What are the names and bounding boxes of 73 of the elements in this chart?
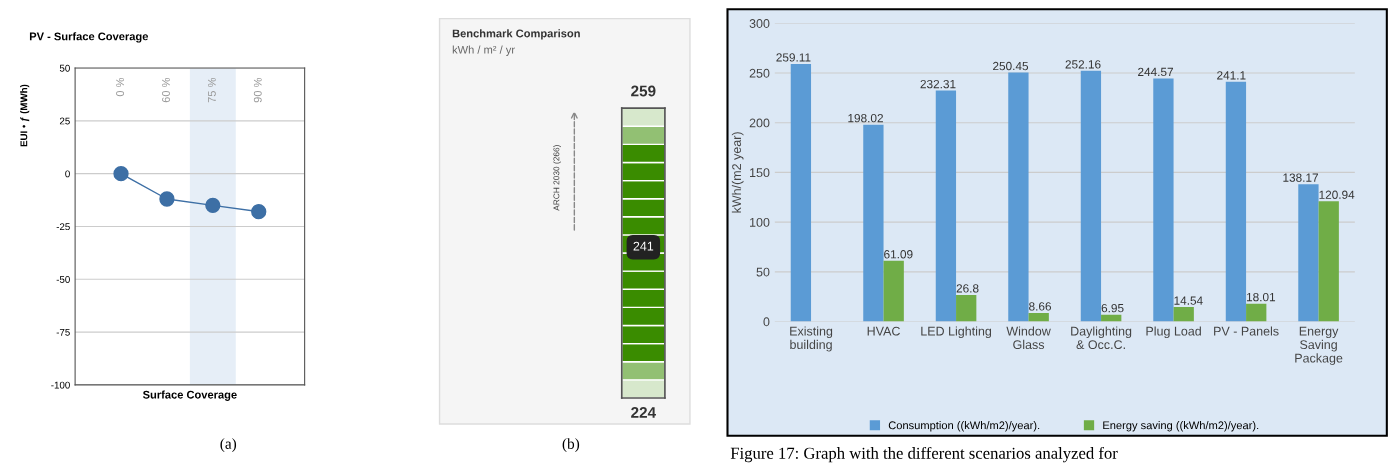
text: Benchmark Comparison: [452, 29, 580, 40]
data-label: 252.16: [1065, 60, 1101, 69]
data-label: 120.94: [1319, 190, 1355, 199]
point: [113, 166, 129, 182]
data-label: 250.45: [993, 61, 1029, 71]
x-tick-label: 75 %: [207, 77, 216, 103]
data-label: 26.8: [956, 284, 979, 293]
x-tick-label: PV - Panels: [1214, 326, 1279, 336]
x-tick-label: Energy Saving Package: [1295, 326, 1343, 365]
bar: [1246, 303, 1267, 322]
legend-label: Consumption ((kWh/m2)/year).: [888, 421, 1040, 432]
y-tick-label: -25: [56, 223, 70, 231]
x-tick-label: 60 %: [162, 77, 170, 103]
y-tick-label: 0: [763, 317, 770, 327]
y-tick-label: 200: [749, 118, 770, 128]
data-label: 244.57: [1138, 67, 1173, 77]
x-tick-label: Existing building: [790, 326, 833, 352]
y-axis-title: kWh/(m2 year): [731, 132, 744, 213]
y-tick-label: -50: [56, 276, 70, 283]
legend-label: Energy saving ((kWh/m2)/year).: [1103, 421, 1259, 432]
point: [159, 191, 175, 207]
text: ARCH 2030 (266): [553, 145, 561, 211]
bar: [790, 63, 812, 322]
bar: [883, 260, 904, 322]
y-tick-label: -100: [51, 381, 70, 389]
data-label: 8.66: [1029, 302, 1052, 311]
data-label: 14.54: [1174, 296, 1203, 305]
bar: [935, 90, 957, 322]
x-axis-title: Surface Coverage: [142, 390, 237, 401]
bar: [1008, 72, 1029, 322]
y-tick-label: 0: [65, 170, 70, 178]
bar: [1173, 307, 1194, 322]
y-tick-label: 150: [750, 168, 770, 178]
bar: [956, 294, 977, 322]
x-tick-label: Window Glass: [1006, 326, 1051, 350]
y-tick-label: 50: [59, 64, 70, 72]
data-label: 61.09: [884, 250, 913, 259]
data-label: 18.01: [1246, 292, 1276, 302]
text: (b): [562, 438, 580, 453]
bar: [1153, 78, 1174, 322]
bar: [1080, 70, 1102, 322]
data-label: 138.17: [1283, 173, 1318, 182]
text: (a): [220, 438, 237, 453]
x-tick-label: LED Lighting: [921, 326, 992, 339]
data-label: 198.02: [848, 113, 883, 123]
y-tick-label: -75: [56, 328, 70, 336]
x-tick-label: 90 %: [253, 77, 262, 103]
bar: [863, 124, 884, 322]
y-tick-label: 300: [749, 19, 770, 28]
caption: Figure 17: Graph with the different scenarios analyzed for: [730, 446, 1118, 463]
data-label: 241.1: [1217, 71, 1246, 80]
data-label: 259.11: [776, 53, 811, 62]
data-label: 6.95: [1101, 303, 1124, 313]
data-label: 232.31: [920, 79, 956, 89]
y-tick-label: 50: [756, 267, 770, 277]
y-tick-label: 100: [750, 217, 770, 227]
bar: [1318, 201, 1339, 322]
x-tick-label: HVAC: [867, 326, 900, 336]
point: [251, 204, 267, 220]
bar: [1225, 81, 1247, 322]
bar: [1028, 312, 1049, 322]
y-tick-label: 250: [749, 68, 770, 78]
text: 224: [631, 407, 656, 418]
point: [205, 197, 221, 213]
y-axis-title: EUI • ƒ (MWh): [20, 84, 30, 147]
y-tick-label: 25: [59, 117, 70, 125]
x-tick-label: Plug Load: [1146, 326, 1201, 339]
bar: [1298, 184, 1319, 322]
chart-title: PV - Surface Coverage: [29, 32, 149, 43]
text: 259: [631, 85, 656, 97]
x-tick-label: 0 %: [116, 77, 124, 97]
x-tick-label: Daylighting & Occ.C.: [1071, 326, 1132, 350]
text: kWh / m² / yr: [452, 45, 515, 56]
